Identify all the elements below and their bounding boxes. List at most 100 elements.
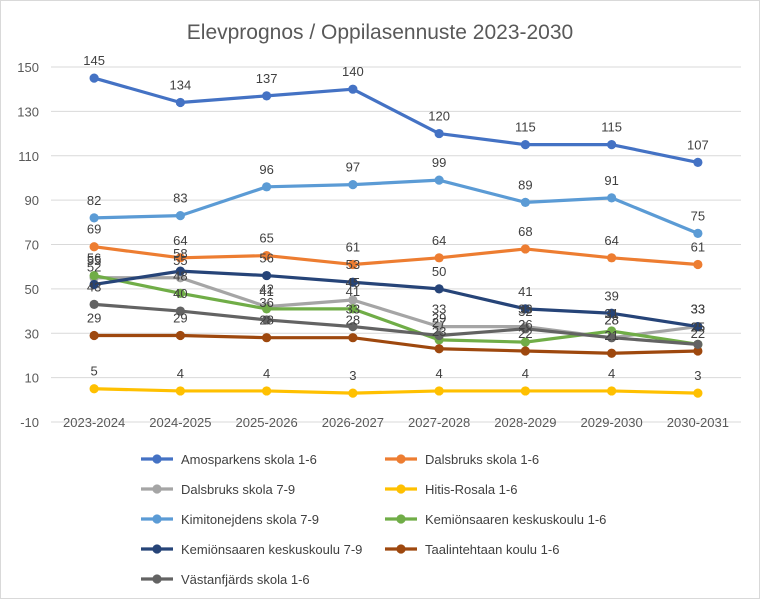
data-point (89, 73, 99, 83)
data-label: 83 (173, 191, 187, 206)
data-point (348, 259, 358, 270)
y-tick-label: 130 (17, 104, 39, 119)
x-tick-label: 2023-2024 (63, 415, 125, 430)
data-label: 115 (601, 120, 622, 135)
data-label: 29 (173, 310, 187, 325)
data-point (607, 386, 617, 396)
data-point (175, 253, 185, 263)
series-line (93, 269, 699, 329)
legend-entry: Kemiönsaaren keskuskoulu 1-6 (425, 512, 606, 527)
data-point (89, 213, 99, 223)
data-label: 3 (694, 368, 701, 383)
data-point (520, 346, 530, 356)
data-label: 55 (87, 253, 101, 268)
data-point (89, 270, 99, 281)
legend-marker (152, 514, 162, 524)
data-label: 28 (604, 313, 618, 328)
data-point (348, 321, 358, 332)
data-label: 43 (87, 279, 101, 294)
data-label: 82 (87, 193, 101, 208)
data-point (175, 386, 185, 396)
data-point (434, 284, 444, 294)
data-point (262, 304, 272, 314)
data-label: 25 (691, 319, 705, 334)
data-label: 96 (259, 162, 273, 177)
series-line (94, 178, 699, 235)
data-point (434, 253, 444, 263)
data-label: 89 (518, 177, 532, 192)
data-point (175, 330, 185, 341)
data-point (348, 179, 358, 190)
data-label: 53 (346, 257, 360, 272)
data-labels: 145 134 137 140 120 115 115 107 82 83 96 97 99 89 91 75… (83, 53, 708, 383)
data-point (89, 299, 99, 310)
x-tick-label: 2025-2026 (236, 415, 298, 430)
data-label: 29 (87, 310, 101, 325)
data-label: 120 (428, 109, 450, 124)
legend-entry: Kimitonejdens skola 7-9 (181, 512, 319, 527)
data-label: 26 (518, 317, 532, 332)
data-label: 75 (691, 208, 705, 223)
legend-entry: Kemiönsaaren keskuskoulu 7-9 (181, 542, 362, 557)
data-label: 4 (522, 366, 529, 381)
data-label: 45 (346, 275, 360, 290)
data-label: 56 (87, 251, 101, 266)
data-label: 32 (518, 304, 532, 319)
data-label: 99 (432, 155, 446, 170)
y-tick-label: 10 (25, 371, 39, 386)
data-label: 22 (518, 326, 532, 341)
x-tick-label: 2026-2027 (322, 415, 384, 430)
data-label: 64 (173, 233, 187, 248)
data-point (262, 270, 272, 281)
x-axis-ticks: 2023-2024 2024-2025 2025-2026 2026-2027 2027… (63, 415, 729, 430)
data-label: 50 (432, 264, 446, 279)
y-tick-label: 110 (18, 149, 39, 164)
data-label: 40 (173, 286, 187, 301)
data-point (262, 182, 272, 192)
data-point (434, 386, 444, 396)
data-point (607, 333, 617, 343)
legend-marker (152, 454, 162, 464)
data-point (693, 228, 703, 239)
data-label: 33 (691, 302, 705, 317)
legend-marker (396, 454, 406, 464)
data-label: 29 (432, 310, 446, 325)
data-point (520, 386, 530, 396)
data-point (607, 348, 617, 358)
data-point (175, 288, 185, 298)
data-label: 52 (87, 259, 101, 274)
x-tick-label: 2024-2025 (149, 415, 211, 430)
data-point (262, 333, 272, 343)
legend-entry: Amosparkens skola 1-6 (181, 452, 317, 467)
data-point (520, 337, 530, 347)
data-point (262, 386, 272, 396)
data-point (607, 253, 617, 263)
data-point (693, 346, 703, 356)
legend-marker (152, 484, 162, 494)
data-point (520, 197, 530, 207)
legend-marker (396, 544, 406, 554)
data-point (89, 242, 99, 252)
y-tick-label: -10 (20, 415, 39, 430)
data-label: 33 (691, 302, 705, 317)
data-label: 64 (432, 233, 446, 248)
data-label: 41 (518, 284, 532, 299)
data-label: 23 (432, 324, 446, 339)
x-tick-label: 2029-2030 (581, 415, 643, 430)
series-line (94, 387, 698, 395)
data-point (434, 321, 444, 332)
series-line (93, 245, 698, 267)
series-line (93, 273, 699, 346)
legend-marker (152, 574, 162, 584)
legend-entry: Dalsbruks skola 7-9 (181, 482, 295, 497)
data-point (693, 388, 703, 398)
data-label: 4 (177, 366, 184, 381)
gridlines (51, 66, 741, 423)
legend-entry: Hitis-Rosala 1-6 (425, 482, 517, 497)
data-point (520, 324, 530, 334)
series-line (94, 302, 698, 346)
data-point (262, 250, 272, 261)
data-label: 27 (432, 315, 446, 330)
